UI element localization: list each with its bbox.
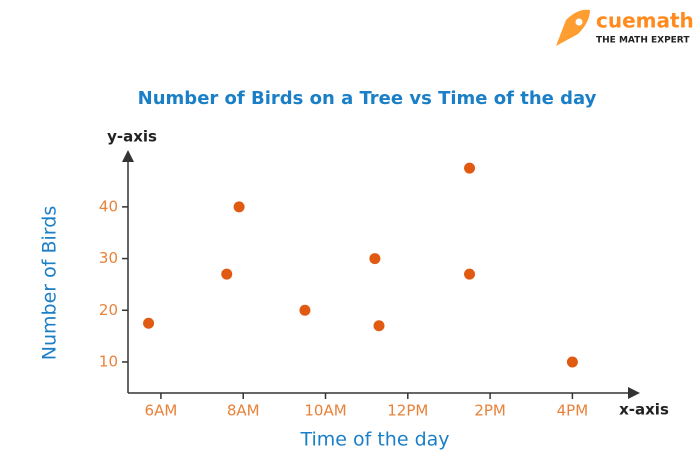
y-tick-label: 10	[99, 352, 118, 370]
x-tick-label: 6AM	[145, 402, 178, 420]
y-tick-label: 30	[99, 249, 118, 267]
y-axis-name: y-axis	[107, 128, 157, 146]
logo-tagline: THE MATH EXPERT	[596, 36, 690, 46]
x-tick-label: 10AM	[304, 402, 346, 420]
x-axis-arrow	[628, 387, 640, 399]
point	[221, 268, 233, 280]
logo-name: cuemath	[596, 9, 694, 33]
point	[369, 253, 381, 265]
point	[464, 268, 476, 280]
x-axis-name: x-axis	[619, 401, 669, 419]
y-axis-arrow	[122, 150, 134, 162]
point	[566, 356, 578, 368]
chart-title: Number of Birds on a Tree vs Time of the…	[138, 88, 597, 109]
x-tick-label: 2PM	[474, 402, 506, 420]
point	[464, 162, 476, 174]
logo: cuemath THE MATH EXPERT	[556, 9, 694, 46]
point	[143, 317, 155, 329]
y-tick-label: 40	[99, 197, 118, 215]
y-axis-title: Number of Birds	[39, 206, 61, 360]
point	[233, 201, 245, 213]
y-tick-label: 20	[99, 301, 118, 319]
x-tick-label: 8AM	[227, 402, 260, 420]
x-tick-label: 12PM	[387, 402, 428, 420]
point	[373, 320, 385, 332]
logo-icon-window	[575, 18, 583, 26]
point	[299, 304, 311, 316]
logo-icon	[556, 9, 590, 46]
x-axis-title: Time of the day	[299, 429, 449, 451]
x-tick-label: 4PM	[557, 402, 589, 420]
